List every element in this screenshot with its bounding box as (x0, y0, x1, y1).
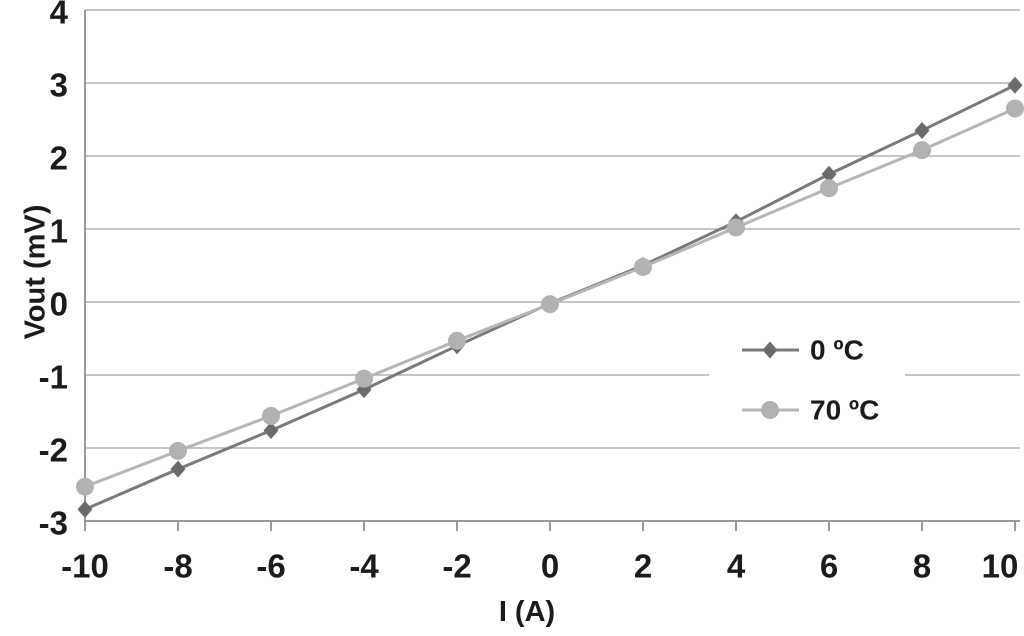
data-point-marker-1 (913, 141, 931, 160)
data-point-marker-1 (76, 477, 94, 496)
legend-label: 0 ºC (810, 335, 864, 366)
y-tick-label: -1 (39, 359, 68, 396)
x-tick-label: 10 (982, 548, 1019, 585)
data-point-marker-0 (914, 121, 930, 139)
y-axis-title: Vout (mV) (19, 204, 52, 340)
data-point-marker-1 (448, 331, 466, 350)
data-point-marker-1 (355, 369, 373, 388)
data-point-marker-1 (1006, 99, 1024, 118)
data-point-marker-1 (820, 179, 838, 198)
y-tick-label: 0 (50, 286, 68, 323)
data-point-marker-1 (262, 406, 280, 425)
data-point-marker-1 (169, 441, 187, 460)
legend-box (709, 312, 905, 442)
data-point-marker-0 (821, 165, 837, 183)
x-tick-label: 6 (820, 548, 838, 585)
x-tick-label: 4 (727, 548, 746, 585)
x-axis-title: I (A) (498, 596, 556, 628)
x-tick-label: 2 (634, 548, 652, 585)
x-tick-label: -8 (163, 548, 192, 585)
data-point-marker-0 (263, 421, 279, 439)
x-tick-label: -6 (256, 548, 285, 585)
legend-label: 70 ºC (810, 395, 879, 426)
legend-marker-0 (762, 341, 778, 359)
legend-marker-1 (761, 401, 779, 419)
data-point-marker-1 (634, 257, 652, 276)
data-point-marker-0 (170, 460, 186, 478)
x-tick-label: -4 (349, 548, 379, 585)
y-tick-label: 3 (50, 67, 68, 104)
data-point-marker-1 (541, 295, 559, 314)
x-tick-label: 8 (913, 548, 931, 585)
y-tick-label: 2 (50, 140, 68, 177)
x-tick-label: -10 (61, 548, 109, 585)
y-tick-label: 1 (50, 213, 68, 250)
x-tick-label: -2 (442, 548, 471, 585)
data-point-marker-1 (727, 218, 745, 237)
x-tick-label: 0 (541, 548, 559, 585)
data-point-marker-0 (1007, 76, 1023, 94)
y-tick-label: 4 (50, 0, 69, 31)
y-tick-label: -2 (39, 432, 68, 469)
y-tick-label: -3 (39, 505, 68, 542)
data-point-marker-0 (77, 500, 93, 518)
